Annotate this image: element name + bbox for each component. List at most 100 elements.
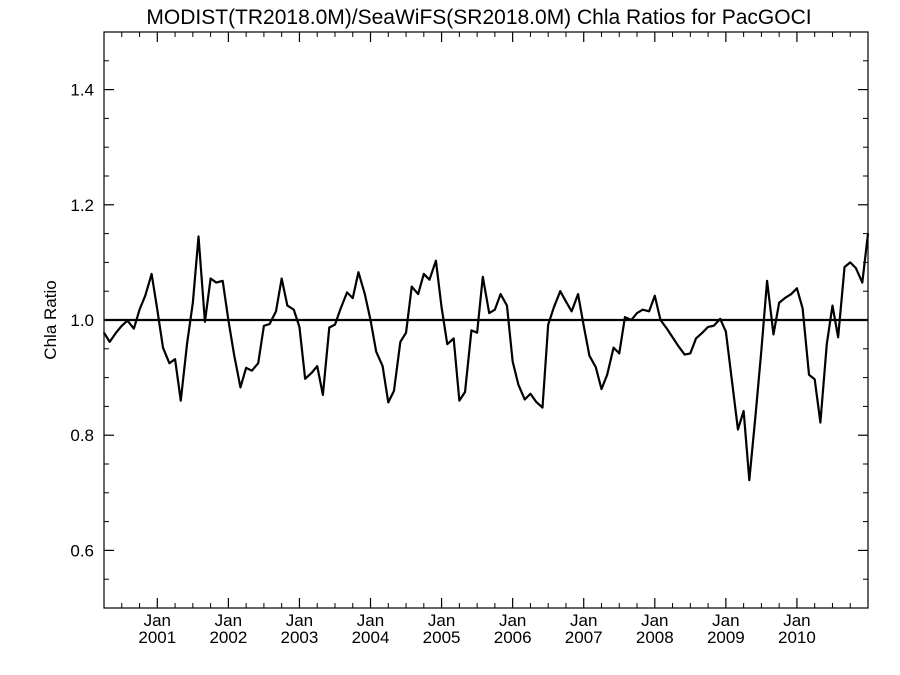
x-tick-year: 2003 xyxy=(281,628,319,647)
data-point xyxy=(808,373,810,376)
data-point xyxy=(197,235,200,238)
data-point xyxy=(867,232,869,235)
data-point xyxy=(641,308,644,311)
data-point xyxy=(535,400,537,403)
data-point xyxy=(435,259,437,262)
data-point xyxy=(600,388,603,390)
data-point xyxy=(452,337,455,340)
data-point xyxy=(334,323,336,326)
data-point xyxy=(689,352,692,355)
data-point xyxy=(405,331,407,334)
data-point xyxy=(369,319,372,321)
data-point xyxy=(179,399,182,402)
x-tick-month: Jan xyxy=(357,611,384,630)
plot-area: 0.60.81.01.21.4Jan2001Jan2002Jan2003Jan2… xyxy=(70,31,870,647)
data-point xyxy=(831,304,834,307)
data-point xyxy=(126,319,129,322)
data-point xyxy=(701,331,704,334)
x-tick-year: 2006 xyxy=(494,628,532,647)
data-point xyxy=(221,280,224,282)
y-axis-label: Chla Ratio xyxy=(41,280,60,359)
data-point xyxy=(120,324,123,327)
data-point xyxy=(511,360,514,363)
x-tick-year: 2002 xyxy=(209,628,247,647)
x-tick-year: 2008 xyxy=(636,628,674,647)
data-point xyxy=(849,261,852,264)
data-point xyxy=(351,297,354,299)
data-point xyxy=(115,331,117,334)
data-point xyxy=(464,391,466,393)
data-point xyxy=(209,277,212,280)
data-point xyxy=(322,394,324,396)
data-point xyxy=(565,300,567,303)
data-point xyxy=(843,266,846,268)
data-point xyxy=(588,354,591,357)
data-point xyxy=(108,341,111,343)
data-point xyxy=(470,329,473,332)
data-point xyxy=(517,383,520,386)
data-point xyxy=(476,331,478,334)
data-point xyxy=(577,293,579,295)
x-tick-month: Jan xyxy=(215,611,242,630)
data-point xyxy=(725,330,727,333)
x-tick-month: Jan xyxy=(428,611,455,630)
data-point xyxy=(186,342,188,344)
data-point xyxy=(239,386,242,389)
x-tick-month: Jan xyxy=(144,611,171,630)
data-point xyxy=(612,346,615,349)
data-point xyxy=(677,345,680,347)
data-point xyxy=(499,293,502,295)
data-point xyxy=(144,295,147,297)
series-line xyxy=(103,233,870,482)
data-point xyxy=(227,319,230,321)
data-point xyxy=(855,267,857,269)
data-point xyxy=(719,318,721,320)
data-point xyxy=(730,376,733,379)
data-point xyxy=(559,290,562,293)
data-point xyxy=(399,341,402,343)
data-point xyxy=(712,324,715,327)
data-point xyxy=(275,310,277,313)
x-tick-month: Jan xyxy=(783,611,810,630)
data-point xyxy=(423,273,425,275)
data-point xyxy=(204,320,206,323)
data-point xyxy=(298,326,301,328)
data-point xyxy=(233,353,235,356)
data-point xyxy=(671,336,674,339)
data-point xyxy=(737,428,739,431)
data-point xyxy=(636,312,638,314)
data-point xyxy=(440,306,443,309)
data-point xyxy=(304,377,306,380)
data-point xyxy=(310,372,313,374)
data-point xyxy=(393,390,395,392)
data-point xyxy=(488,312,490,314)
data-point xyxy=(346,291,348,294)
data-point xyxy=(683,353,686,356)
data-point xyxy=(624,316,626,318)
data-point xyxy=(666,327,668,330)
data-point xyxy=(339,307,342,310)
x-tick-year: 2004 xyxy=(352,628,390,647)
data-point xyxy=(417,293,419,295)
data-point xyxy=(659,319,662,321)
data-point xyxy=(263,324,265,327)
data-point xyxy=(251,369,253,372)
data-point xyxy=(375,350,377,353)
data-point xyxy=(541,406,544,409)
data-point xyxy=(138,308,141,311)
data-point xyxy=(547,323,549,326)
data-point xyxy=(364,293,366,295)
x-tick-year: 2009 xyxy=(707,628,745,647)
data-point xyxy=(582,324,585,327)
data-point xyxy=(506,304,508,307)
data-point xyxy=(381,365,384,367)
data-point xyxy=(245,367,247,369)
y-tick-label: 0.8 xyxy=(70,426,94,445)
data-point xyxy=(174,358,176,360)
data-point xyxy=(328,326,331,329)
data-point xyxy=(494,308,496,311)
data-point xyxy=(215,281,218,284)
x-tick-month: Jan xyxy=(286,611,313,630)
data-point xyxy=(595,366,597,369)
data-point xyxy=(653,295,656,297)
